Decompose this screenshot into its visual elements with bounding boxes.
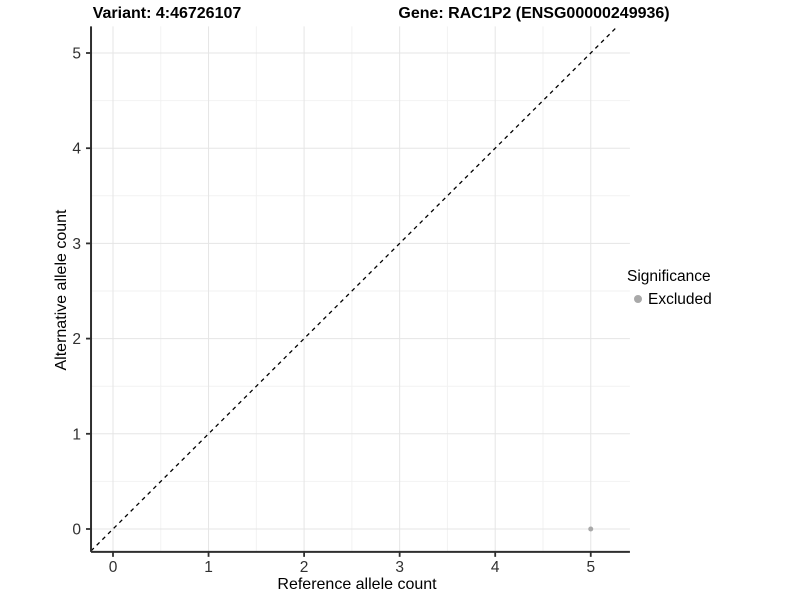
tick-labels: 0 1 2 3 4 5 0 1 2 3 4 5 bbox=[72, 46, 595, 577]
legend-label-excluded: Excluded bbox=[648, 291, 712, 308]
identity-dashed-line bbox=[90, 25, 618, 552]
x-tick-label: 3 bbox=[395, 559, 404, 576]
legend-marker-excluded-icon bbox=[634, 295, 642, 303]
x-axis-title: Reference allele count bbox=[277, 576, 437, 593]
data-points bbox=[588, 526, 594, 532]
axis-lines-and-ticks bbox=[86, 26, 630, 557]
y-tick-label: 0 bbox=[72, 522, 81, 539]
data-point-excluded bbox=[588, 526, 594, 532]
x-tick-label: 5 bbox=[586, 559, 595, 576]
plot-title-gene: Gene: RAC1P2 (ENSG00000249936) bbox=[398, 5, 669, 22]
y-tick-label: 2 bbox=[72, 331, 81, 348]
y-tick-label: 5 bbox=[72, 46, 81, 63]
identity-line bbox=[90, 25, 618, 552]
x-tick-label: 1 bbox=[204, 559, 213, 576]
gridlines bbox=[91, 26, 630, 552]
y-tick-label: 1 bbox=[72, 426, 81, 443]
legend: Significance Excluded bbox=[627, 268, 712, 308]
plot-title-variant: Variant: 4:46726107 bbox=[93, 5, 242, 22]
y-axis-title: Alternative allele count bbox=[53, 209, 70, 371]
y-tick-label: 4 bbox=[72, 141, 81, 158]
legend-title: Significance bbox=[627, 268, 711, 285]
x-tick-label: 0 bbox=[109, 559, 118, 576]
x-tick-label: 4 bbox=[491, 559, 500, 576]
x-tick-label: 2 bbox=[300, 559, 309, 576]
y-tick-label: 3 bbox=[72, 236, 81, 253]
